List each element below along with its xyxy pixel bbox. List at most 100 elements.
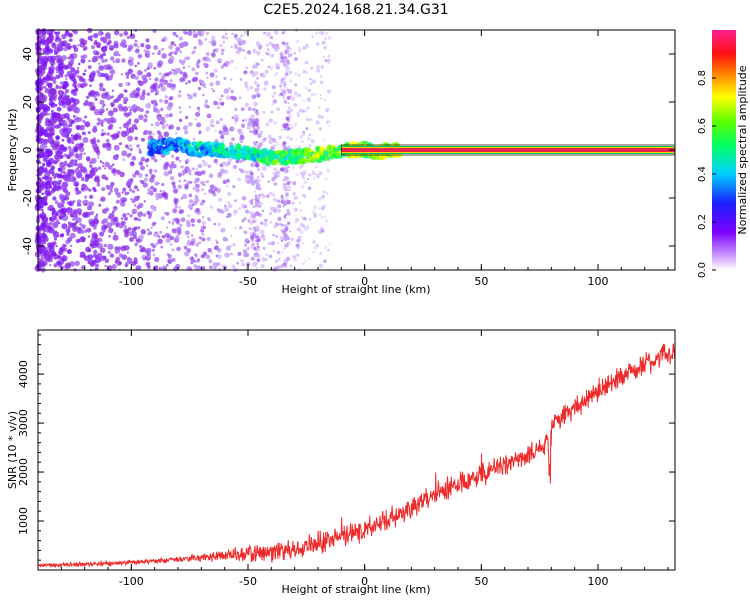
- spectrogram-noise-point: [122, 158, 125, 161]
- spectrogram-noise-point: [312, 170, 315, 173]
- spectrogram-noise-point: [213, 158, 218, 164]
- spectrogram-noise-point: [192, 137, 196, 141]
- spectrogram-noise-point: [134, 48, 140, 54]
- spectrogram-noise-point: [195, 171, 199, 176]
- spectrogram-stripe-point: [286, 181, 291, 186]
- spectrogram-noise-point: [328, 124, 331, 127]
- spectrogram-noise-point: [239, 134, 245, 140]
- spectrogram-stripe-point: [283, 247, 286, 250]
- spectrogram-noise-point: [38, 195, 41, 198]
- spectrogram-noise-point: [178, 36, 183, 41]
- spectrogram-noise-point: [196, 122, 202, 128]
- spectrogram-noise-point: [275, 141, 280, 146]
- spectrogram-stripe-point: [250, 198, 254, 202]
- spectrogram-noise-point: [112, 234, 119, 241]
- spectrogram-noise-point: [218, 197, 223, 202]
- spectrogram-noise-point: [305, 43, 309, 48]
- spectrogram-noise-point: [78, 227, 82, 231]
- spectrogram-noise-point: [54, 103, 58, 107]
- spectrogram-noise-point: [113, 50, 120, 56]
- spectrogram-noise-point: [326, 121, 329, 124]
- spectrogram-noise-point: [121, 39, 127, 44]
- spectrogram-noise-point: [256, 50, 261, 56]
- spectrogram-noise-point: [66, 63, 73, 69]
- spectrogram-noise-point: [183, 179, 187, 182]
- spectrogram-noise-point: [184, 115, 189, 120]
- spectrogram-noise-point: [126, 257, 133, 264]
- spectrogram-noise-point: [149, 172, 153, 175]
- spectrogram-stripe-point: [255, 125, 261, 131]
- spectrogram-stripe-point: [254, 211, 260, 216]
- spectrogram-noise-point: [262, 74, 266, 78]
- spectrogram-noise-point: [107, 250, 111, 254]
- spectrogram-noise-point: [37, 55, 44, 61]
- spectrogram-noise-point: [151, 248, 155, 252]
- spectrogram-noise-point: [327, 54, 331, 58]
- spectrogram-noise-point: [303, 195, 307, 199]
- spectrogram-noise-point: [302, 46, 307, 51]
- spectrogram-noise-point: [129, 161, 135, 167]
- spectrogram-noise-point: [73, 93, 76, 96]
- spectrogram-noise-point: [261, 193, 265, 197]
- spectrogram-noise-point: [48, 178, 52, 182]
- spectrogram-noise-point: [71, 58, 75, 62]
- spectrogram-noise-point: [273, 73, 277, 77]
- spectrogram-noise-point: [326, 192, 329, 195]
- spectrogram-ridge-point: [332, 147, 337, 152]
- spectrogram-noise-point: [116, 193, 121, 198]
- spectrogram-noise-point: [152, 105, 157, 109]
- spectrogram-stripe-point: [256, 258, 261, 263]
- spectrogram-noise-point: [90, 91, 95, 96]
- spectrogram-noise-point: [43, 229, 46, 233]
- spectrogram-stripe-point: [255, 225, 260, 230]
- spectrogram-noise-point: [122, 106, 129, 112]
- spectrogram-noise-point: [299, 230, 304, 235]
- spectrogram-noise-point: [168, 124, 175, 130]
- spectrogram-noise-point: [255, 267, 258, 270]
- spectrogram-noise-point: [161, 118, 167, 124]
- spectrogram-noise-point: [87, 235, 91, 238]
- spectrogram-noise-point: [246, 247, 250, 250]
- spectrogram-noise-point: [290, 237, 294, 242]
- spectrogram-noise-point: [169, 176, 175, 181]
- spectrogram-noise-point: [124, 225, 127, 228]
- colorbar-tick-label: 0.6: [697, 118, 708, 134]
- spectrogram-stripe-point: [285, 256, 291, 262]
- spectrogram-noise-point: [73, 70, 77, 75]
- spectrogram-noise-point: [296, 253, 300, 257]
- spectrogram-noise-point: [134, 39, 138, 43]
- spectrogram-noise-point: [225, 36, 229, 40]
- spectrogram-noise-point: [100, 72, 106, 78]
- spectrogram-ridge-layer: [146, 136, 676, 166]
- spectrogram-noise-point: [195, 188, 200, 193]
- spectrogram-noise-point: [274, 30, 279, 35]
- spectrogram-noise-point: [301, 216, 304, 219]
- spectrogram-stripe-point: [280, 78, 284, 81]
- spectrogram-noise-point: [62, 243, 66, 248]
- spectrogram-noise-point: [74, 118, 80, 123]
- snr-y-tick-label: 1000: [17, 507, 30, 535]
- spectrogram-noise-point: [62, 85, 67, 90]
- spectrogram-stripe-point: [281, 56, 284, 60]
- spectrogram-noise-point: [300, 140, 304, 144]
- spectrogram-noise-point: [320, 228, 325, 233]
- spectrogram-stripe-point: [280, 239, 283, 242]
- spectrogram-noise-point: [171, 248, 175, 252]
- spectrogram-stripe-point: [286, 129, 289, 132]
- spectrogram-noise-point: [294, 221, 297, 224]
- spectrogram-noise-point: [101, 59, 105, 63]
- spectrogram-stripe-point: [250, 256, 256, 261]
- spectrogram-noise-point: [131, 155, 137, 161]
- spectrogram-stripe-point: [281, 32, 285, 35]
- spectrogram-noise-point: [315, 165, 318, 169]
- spectrogram-stripe-point: [257, 94, 260, 98]
- spectrogram-noise-point: [169, 56, 175, 61]
- spectrogram-stripe-point: [283, 215, 287, 219]
- spectrogram-noise-point: [75, 124, 81, 130]
- spectrogram-noise-point: [211, 39, 217, 45]
- spectrogram-noise-point: [79, 124, 85, 131]
- spectrogram-stripe-point: [254, 163, 260, 168]
- spectrogram-noise-point: [263, 87, 267, 91]
- spectrogram-noise-point: [223, 62, 227, 67]
- spectrogram-noise-point: [178, 106, 182, 109]
